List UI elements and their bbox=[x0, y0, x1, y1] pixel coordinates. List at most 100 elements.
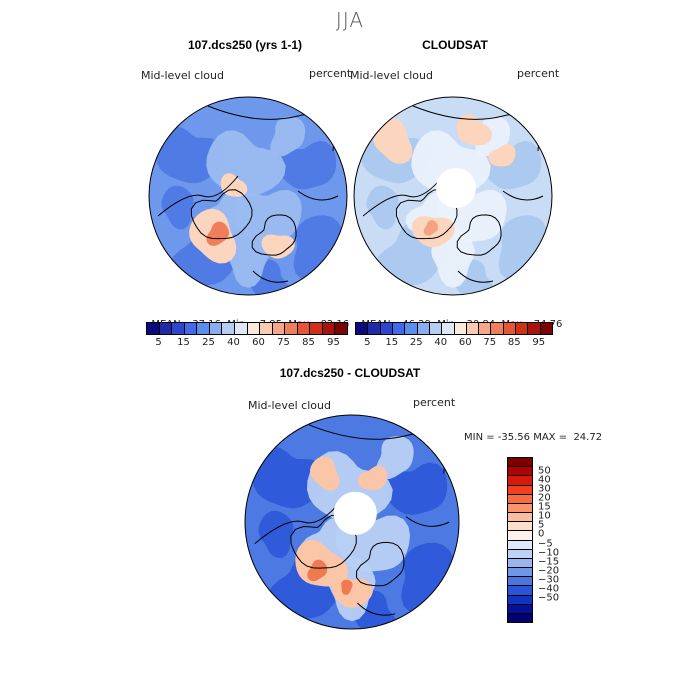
colorbar-swatch bbox=[508, 549, 532, 559]
colorbar-tick-label: 85 bbox=[507, 337, 521, 348]
colorbar-tick-label: 75 bbox=[483, 337, 497, 348]
panel2-field-label: Mid-level cloud bbox=[350, 69, 433, 82]
colorbar-swatch bbox=[405, 323, 418, 334]
panel1-polar-map bbox=[148, 96, 348, 296]
colorbar-tick-label: −20 bbox=[538, 565, 560, 577]
panel3-range-text: MIN = -35.56 MAX = 24.72 bbox=[464, 432, 603, 443]
colorbar-tick-label: 40 bbox=[434, 337, 448, 348]
colorbar-swatch bbox=[528, 323, 541, 334]
panel3-field-label: Mid-level cloud bbox=[248, 399, 331, 412]
colorbar-tick-label: 20 bbox=[538, 492, 551, 504]
colorbar-swatch bbox=[508, 577, 532, 587]
colorbar-tick-label: 95 bbox=[327, 337, 340, 348]
colorbar-swatch bbox=[508, 531, 532, 541]
colorbar-tick-label: 40 bbox=[538, 474, 551, 486]
colorbar-tick-label: 40 bbox=[227, 337, 240, 348]
colorbar-tick-label: −15 bbox=[538, 556, 560, 568]
colorbar-swatch bbox=[417, 323, 430, 334]
panel1-colorbar bbox=[146, 322, 348, 335]
colorbar-swatch bbox=[508, 513, 532, 523]
colorbar-swatch bbox=[147, 323, 160, 334]
colorbar-swatch bbox=[508, 522, 532, 532]
colorbar-swatch bbox=[508, 458, 532, 468]
colorbar-swatch bbox=[172, 323, 185, 334]
panel1-title: 107.dcs250 (yrs 1-1) bbox=[187, 38, 303, 52]
colorbar-swatch bbox=[454, 323, 467, 334]
map-field bbox=[354, 97, 552, 295]
colorbar-tick-label: 10 bbox=[538, 510, 551, 522]
panel3-colorbar-ticks: 50 40 30 20 15 10 5 0 −5 −10 −15 −20 −30 −40 −50 bbox=[538, 457, 578, 621]
colorbar-tick-label: 5 bbox=[364, 337, 371, 348]
colorbar-tick-label: 5 bbox=[538, 519, 545, 531]
colorbar-swatch bbox=[508, 485, 532, 495]
colorbar-swatch bbox=[516, 323, 529, 334]
colorbar-tick-label: 60 bbox=[252, 337, 265, 348]
colorbar-swatch bbox=[491, 323, 504, 334]
colorbar-swatch bbox=[508, 586, 532, 596]
colorbar-tick-label: −5 bbox=[538, 538, 553, 550]
map-field bbox=[149, 97, 347, 295]
colorbar-swatch bbox=[508, 568, 532, 578]
colorbar-tick-label: 25 bbox=[409, 337, 423, 348]
colorbar-tick-label: 5 bbox=[155, 337, 162, 348]
colorbar-swatch bbox=[310, 323, 323, 334]
panel1-field-label: Mid-level cloud bbox=[141, 69, 224, 82]
colorbar-swatch bbox=[272, 323, 286, 334]
colorbar-tick-label: 25 bbox=[202, 337, 215, 348]
panel2-polar-map bbox=[353, 96, 553, 296]
colorbar-swatch bbox=[356, 323, 369, 334]
colorbar-swatch bbox=[368, 323, 381, 334]
colorbar-swatch bbox=[508, 476, 532, 486]
colorbar-swatch bbox=[466, 323, 480, 334]
colorbar-tick-label: −50 bbox=[538, 592, 560, 604]
colorbar-swatch bbox=[234, 323, 248, 334]
season-title: JJA bbox=[335, 8, 365, 32]
colorbar-tick-label: 60 bbox=[458, 337, 472, 348]
colorbar-tick-label: 15 bbox=[177, 337, 190, 348]
colorbar-swatch bbox=[297, 323, 311, 334]
colorbar-swatch bbox=[322, 323, 336, 334]
colorbar-swatch bbox=[380, 323, 393, 334]
colorbar-swatch bbox=[159, 323, 173, 334]
colorbar-swatch bbox=[247, 323, 261, 334]
colorbar-swatch bbox=[508, 503, 532, 514]
colorbar-swatch bbox=[508, 558, 532, 569]
panel2-units: percent bbox=[517, 67, 560, 80]
colorbar-tick-label: 95 bbox=[532, 337, 546, 348]
colorbar-swatch bbox=[392, 323, 406, 334]
colorbar-swatch bbox=[209, 323, 223, 334]
colorbar-swatch bbox=[335, 323, 347, 334]
panel3-polar-map bbox=[244, 414, 460, 630]
colorbar-swatch bbox=[508, 494, 532, 504]
colorbar-swatch bbox=[540, 323, 552, 334]
colorbar-swatch bbox=[508, 540, 532, 550]
colorbar-tick-label: 15 bbox=[538, 501, 551, 513]
panel2-colorbar-ticks: 5 15 25 40 60 75 85 95 bbox=[355, 337, 551, 349]
panel2-title: CLOUDSAT bbox=[422, 38, 488, 52]
colorbar-tick-label: 75 bbox=[277, 337, 290, 348]
colorbar-swatch bbox=[503, 323, 517, 334]
colorbar-swatch bbox=[508, 595, 532, 605]
colorbar-swatch bbox=[197, 323, 210, 334]
colorbar-swatch bbox=[184, 323, 198, 334]
panel3-title: 107.dcs250 - CLOUDSAT bbox=[279, 366, 421, 380]
panel3-colorbar bbox=[507, 457, 533, 623]
colorbar-tick-label: 85 bbox=[302, 337, 315, 348]
panel1-colorbar-ticks: 5 15 25 40 60 75 85 95 bbox=[146, 337, 346, 349]
map-field bbox=[245, 415, 459, 629]
colorbar-swatch bbox=[429, 323, 443, 334]
colorbar-swatch bbox=[222, 323, 235, 334]
colorbar-tick-label: 50 bbox=[538, 465, 551, 477]
colorbar-swatch bbox=[285, 323, 298, 334]
colorbar-swatch bbox=[442, 323, 455, 334]
colorbar-tick-label: 0 bbox=[538, 528, 545, 540]
colorbar-swatch bbox=[479, 323, 492, 334]
colorbar-swatch bbox=[260, 323, 273, 334]
panel2-colorbar bbox=[355, 322, 553, 335]
panel3-units: percent bbox=[413, 396, 456, 409]
colorbar-swatch bbox=[508, 467, 532, 477]
colorbar-tick-label: −40 bbox=[538, 583, 560, 595]
colorbar-tick-label: 15 bbox=[385, 337, 399, 348]
colorbar-tick-label: 30 bbox=[538, 483, 551, 495]
colorbar-tick-label: −10 bbox=[538, 547, 560, 559]
